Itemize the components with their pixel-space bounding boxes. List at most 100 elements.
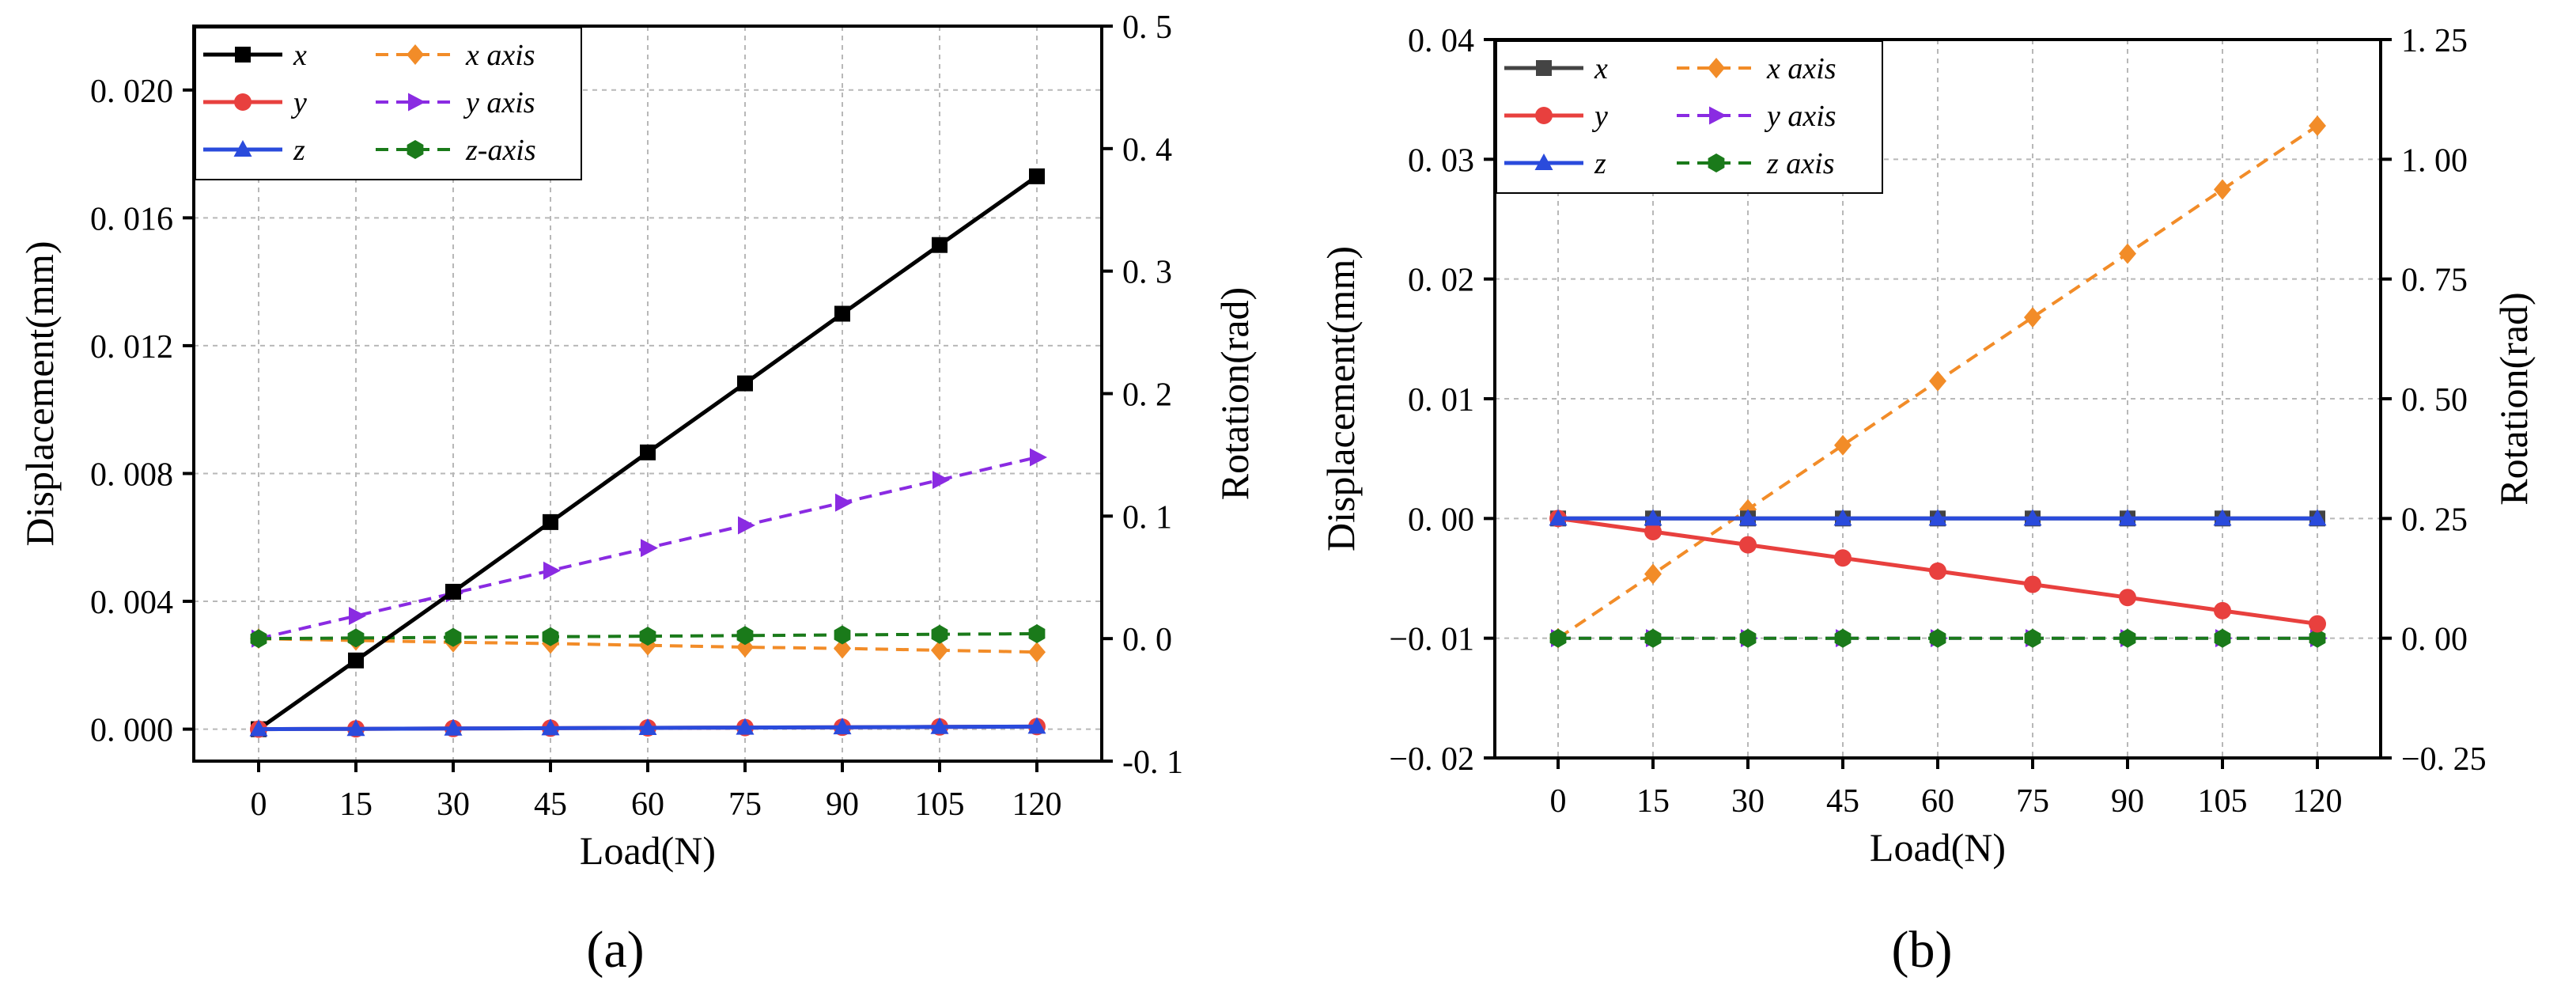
data-point <box>2308 509 2327 526</box>
x-axis-title: Load(N) <box>1870 825 2006 870</box>
y-axis-title: Displacement(mm) <box>17 241 62 547</box>
x-tick-label: 75 <box>2016 783 2049 820</box>
legend-label: x <box>1594 52 1608 85</box>
legend-label: z axis <box>1766 147 1835 180</box>
data-point <box>348 652 364 669</box>
data-point <box>2118 509 2137 526</box>
data-point <box>931 639 948 661</box>
legend-label: z-axis <box>465 134 536 167</box>
x-tick-label: 105 <box>915 786 965 823</box>
data-point <box>445 583 461 600</box>
x-tick-label: 105 <box>2198 783 2248 820</box>
legend-label: z <box>1594 147 1606 180</box>
y2-tick-label: 0. 25 <box>2401 502 2468 538</box>
x-tick-label: 60 <box>1921 783 1954 820</box>
data-point <box>2214 628 2231 648</box>
data-point <box>638 718 657 735</box>
y2-tick-label: 1. 25 <box>2401 23 2468 59</box>
data-point <box>1738 509 1757 526</box>
data-point <box>543 561 561 580</box>
data-point <box>1027 717 1046 734</box>
y-tick-label: 0. 004 <box>90 585 173 621</box>
y-tick-label: 0. 00 <box>1408 502 1474 538</box>
y2-tick-label: −0. 25 <box>2401 741 2487 778</box>
y2-tick-label: 1. 00 <box>2401 142 2468 179</box>
y-tick-label: 0. 008 <box>90 457 173 493</box>
data-point <box>541 718 560 736</box>
data-point <box>1644 522 1662 540</box>
data-point <box>1028 624 1046 643</box>
panel-label: (b) <box>1892 921 1953 979</box>
data-point <box>1030 448 1047 467</box>
data-point <box>2309 115 2326 136</box>
x-tick-label: 30 <box>1731 783 1765 820</box>
legend-marker <box>407 140 424 159</box>
chart-panel-b: 0 15 30 45 60 75 90 105 120 −0. 02 −0. 01 0. 00 0. 0… <box>1318 23 2536 979</box>
series-z <box>1549 509 2327 526</box>
y2-tick-label: 0. 1 <box>1122 499 1172 536</box>
legend-label: y <box>1591 100 1608 133</box>
legend-marker <box>408 93 426 112</box>
legend-label: x <box>293 39 307 72</box>
data-point <box>1834 434 1852 456</box>
data-point <box>1644 628 1662 648</box>
data-point <box>834 305 850 322</box>
x-tick-label: 0 <box>1550 783 1567 820</box>
y2-tick-label: 0. 2 <box>1122 377 1172 414</box>
data-point <box>736 718 755 735</box>
data-point <box>2119 243 2136 264</box>
x-tick-label: 75 <box>728 786 762 823</box>
y2-tick-label: 0. 4 <box>1122 132 1172 169</box>
data-point <box>2119 628 2136 648</box>
data-point <box>1549 628 1567 648</box>
legend-label: z <box>293 134 305 167</box>
data-point <box>932 237 948 253</box>
panel-label: (a) <box>586 921 644 979</box>
data-point <box>2213 509 2232 526</box>
legend-marker <box>407 44 424 65</box>
data-point <box>1928 509 1947 526</box>
x-tick-label: 15 <box>339 786 373 823</box>
data-point <box>2214 179 2231 200</box>
data-point <box>931 624 948 644</box>
data-point <box>2024 307 2041 328</box>
data-point <box>2023 509 2042 526</box>
legend-marker <box>235 47 251 63</box>
data-point <box>1644 509 1662 526</box>
data-point <box>738 516 755 535</box>
x-tick-label: 30 <box>437 786 470 823</box>
data-point <box>249 719 268 737</box>
data-point <box>1929 628 1946 648</box>
data-point <box>444 718 463 736</box>
data-point <box>835 493 853 512</box>
data-point <box>543 513 558 530</box>
data-point <box>347 628 365 648</box>
data-point <box>1929 562 1946 580</box>
x-tick-label: 15 <box>1636 783 1670 820</box>
legend-marker <box>1536 60 1552 76</box>
legend-label: y axis <box>463 86 535 119</box>
x-tick-label: 90 <box>826 786 859 823</box>
y-tick-label: 0. 03 <box>1408 142 1474 179</box>
series-z-axis <box>250 624 1046 649</box>
series-line <box>258 637 1038 654</box>
data-point <box>1028 642 1046 663</box>
y-axis-title: Displacement(mm) <box>1318 246 1363 551</box>
y-tick-label: 0. 016 <box>90 201 173 237</box>
data-point <box>641 539 658 558</box>
legend-label: y axis <box>1764 100 1836 133</box>
legend-marker <box>234 93 252 111</box>
data-point <box>2024 628 2041 648</box>
y2-axis-title: Rotation(rad) <box>2491 292 2536 505</box>
series-z-axis <box>1549 628 2326 648</box>
y2-axis-title: Rotation(rad) <box>1212 287 1257 500</box>
series-z <box>249 717 1046 737</box>
data-point <box>2119 589 2136 607</box>
legend-label: x axis <box>465 39 535 72</box>
y2-tick-label: 0. 75 <box>2401 263 2468 299</box>
x-axis-title: Load(N) <box>580 828 716 873</box>
x-tick-label: 60 <box>631 786 664 823</box>
data-point <box>1644 563 1662 585</box>
x-tick-label: 45 <box>534 786 567 823</box>
y2-tick-label: -0. 1 <box>1122 744 1183 781</box>
